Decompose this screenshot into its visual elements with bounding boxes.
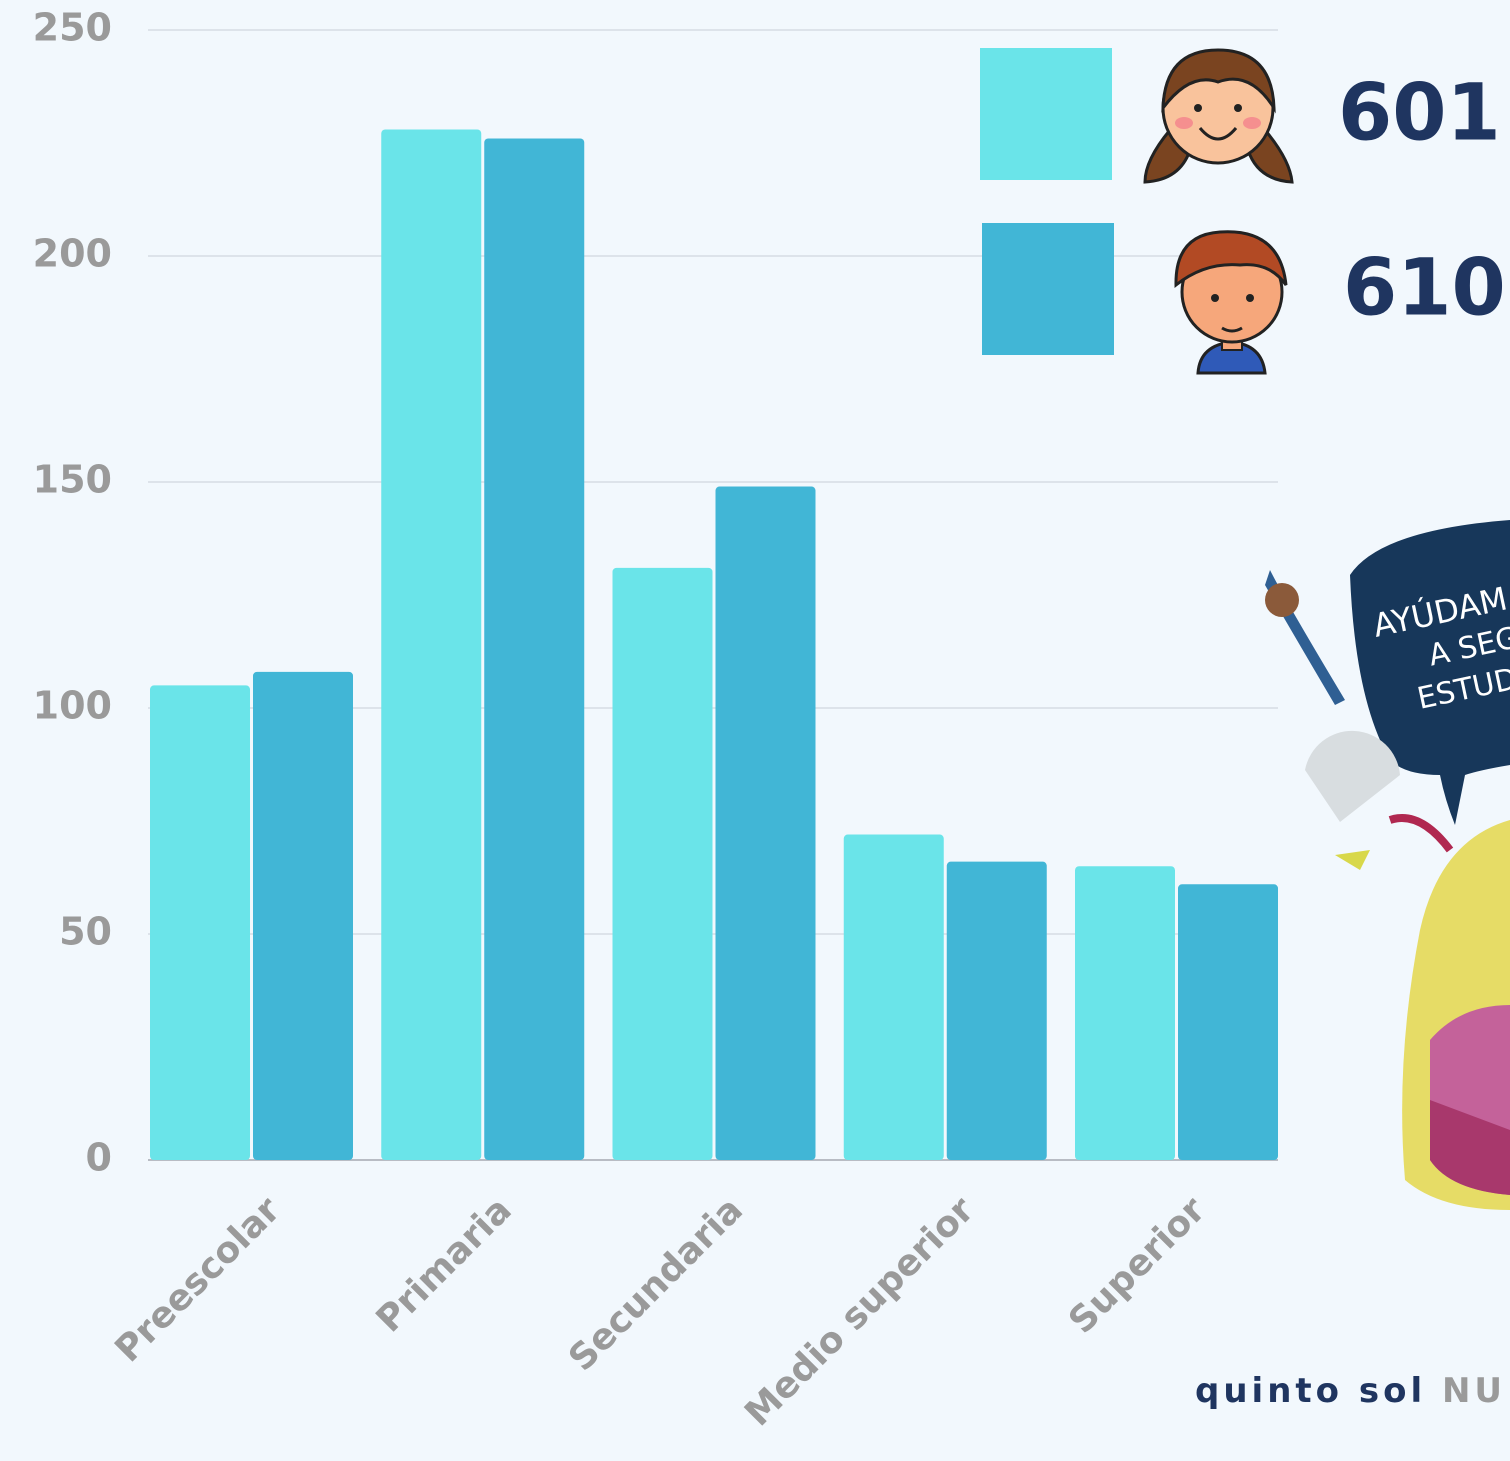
y-tick-label: 250 (33, 6, 112, 50)
y-tick-label: 150 (33, 458, 112, 502)
chart: 050100150200250 PreescolarPrimariaSecund… (0, 0, 1510, 1461)
bar (613, 568, 713, 1160)
legend-swatch (982, 223, 1114, 355)
bar (484, 138, 584, 1160)
bar (253, 672, 353, 1160)
bar (844, 835, 944, 1160)
legend-total: 610 (1343, 243, 1506, 333)
brand: quinto sol (1195, 1371, 1426, 1411)
legend-total: 601 (1338, 68, 1501, 158)
footer-brand: quinto sol NU (1195, 1371, 1506, 1411)
legend-swatch (980, 48, 1112, 180)
bar (150, 685, 250, 1160)
bar (1178, 884, 1278, 1160)
bar (381, 129, 481, 1160)
brand-suffix: NU (1442, 1371, 1506, 1411)
y-tick-label: 100 (33, 684, 112, 728)
bar (947, 862, 1047, 1160)
bar (716, 487, 816, 1160)
y-tick-label: 200 (33, 232, 112, 276)
y-tick-label: 0 (86, 1136, 112, 1180)
bar (1075, 866, 1175, 1160)
y-tick-label: 50 (59, 910, 112, 954)
